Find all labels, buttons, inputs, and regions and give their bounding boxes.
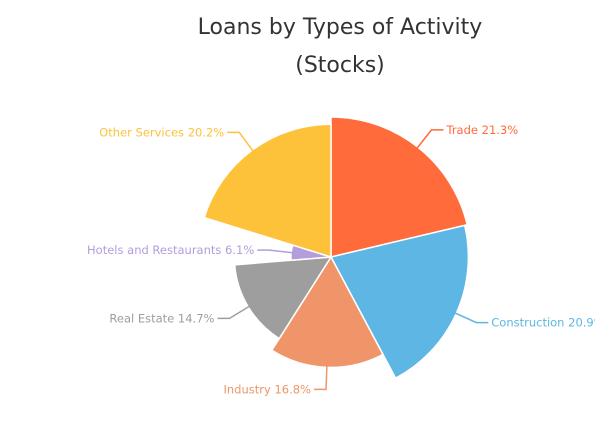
- label-value: 20.2%: [188, 125, 225, 139]
- connector: [217, 303, 253, 320]
- chart-title: Loans by Types of Activity: [198, 15, 483, 40]
- label-value: 20.9%: [568, 315, 595, 329]
- label-category: Construction: [491, 315, 564, 329]
- chart-subtitle: (Stocks): [295, 53, 385, 78]
- data-label: Hotels and Restaurants 6.1%: [87, 243, 254, 257]
- label-category: Hotels and Restaurants: [87, 243, 221, 257]
- label-value: 14.7%: [178, 311, 215, 325]
- label-category: Trade: [445, 122, 478, 136]
- label-value: 6.1%: [225, 243, 254, 257]
- label-value: 16.8%: [274, 382, 311, 396]
- data-label: Construction 20.9%: [491, 315, 595, 329]
- label-category: Industry: [223, 382, 270, 396]
- data-label: Real Estate 14.7%: [109, 311, 214, 325]
- connector: [414, 129, 444, 152]
- connector: [314, 362, 328, 391]
- label-category: Other Services: [99, 125, 184, 139]
- data-label: Other Services 20.2%: [99, 125, 224, 139]
- label-category: Real Estate: [109, 311, 174, 325]
- connector: [451, 310, 489, 324]
- data-label: Trade 21.3%: [445, 122, 518, 136]
- data-label: Industry 16.8%: [223, 382, 311, 396]
- connector: [227, 131, 256, 155]
- connector: [257, 249, 297, 254]
- label-value: 21.3%: [482, 122, 519, 136]
- slice: [203, 123, 332, 259]
